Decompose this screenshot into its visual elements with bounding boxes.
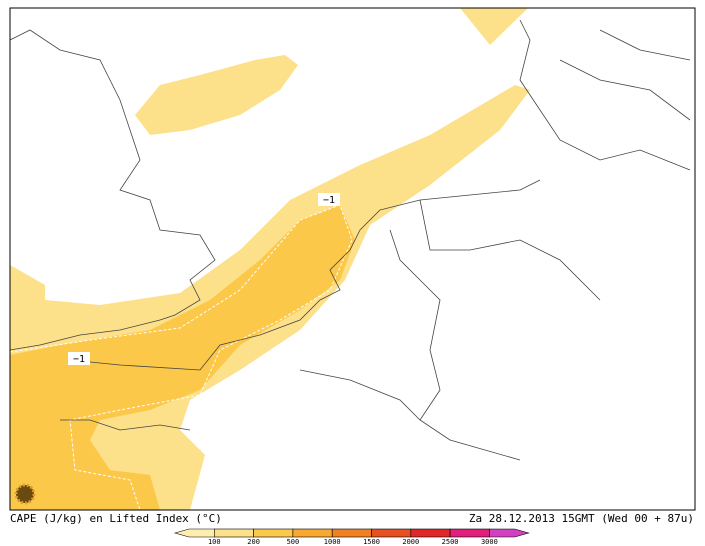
li-contour (9, 204, 353, 511)
cape-light (135, 55, 298, 135)
colorbar-segment (253, 528, 294, 538)
footer-left: CAPE (J/kg) en Lifted Index (°C) (10, 512, 222, 525)
coastline (60, 419, 191, 431)
map: −1 −1 (9, 7, 696, 511)
coastline (69, 179, 541, 371)
border (299, 199, 601, 461)
colorbar-label: 500 (287, 538, 300, 546)
coastline (9, 29, 216, 351)
footer-right: Za 28.12.2013 15GMT (Wed 00 + 87u) (469, 512, 694, 525)
colorbar-label: 1500 (363, 538, 380, 546)
contour-label: −1 (73, 354, 85, 365)
colorbar-segment (371, 528, 412, 538)
contour-label: −1 (323, 195, 335, 206)
contour-label-box (68, 352, 90, 365)
colorbar-label: 200 (247, 538, 260, 546)
colorbar: 100 200 500 1000 1500 2000 2500 3000 (173, 528, 530, 546)
coastline (519, 19, 691, 171)
colorbar-segment (292, 528, 333, 538)
colorbar-label: 1000 (324, 538, 341, 546)
logo (14, 483, 36, 505)
colorbar-label: 100 (208, 538, 221, 546)
colorbar-segment (449, 528, 490, 538)
colorbar-label: 2000 (402, 538, 419, 546)
cape-light (460, 8, 528, 45)
colorbar-label: 2500 (442, 538, 459, 546)
cape-mid (10, 205, 355, 510)
colorbar-segment (410, 528, 451, 538)
map-frame (9, 7, 696, 511)
colorbar-segment (214, 528, 254, 538)
colorbar-label: 3000 (481, 538, 498, 546)
colorbar-segment (331, 528, 372, 538)
contour-label-box (318, 193, 340, 206)
colorbar-arrow (489, 528, 530, 538)
